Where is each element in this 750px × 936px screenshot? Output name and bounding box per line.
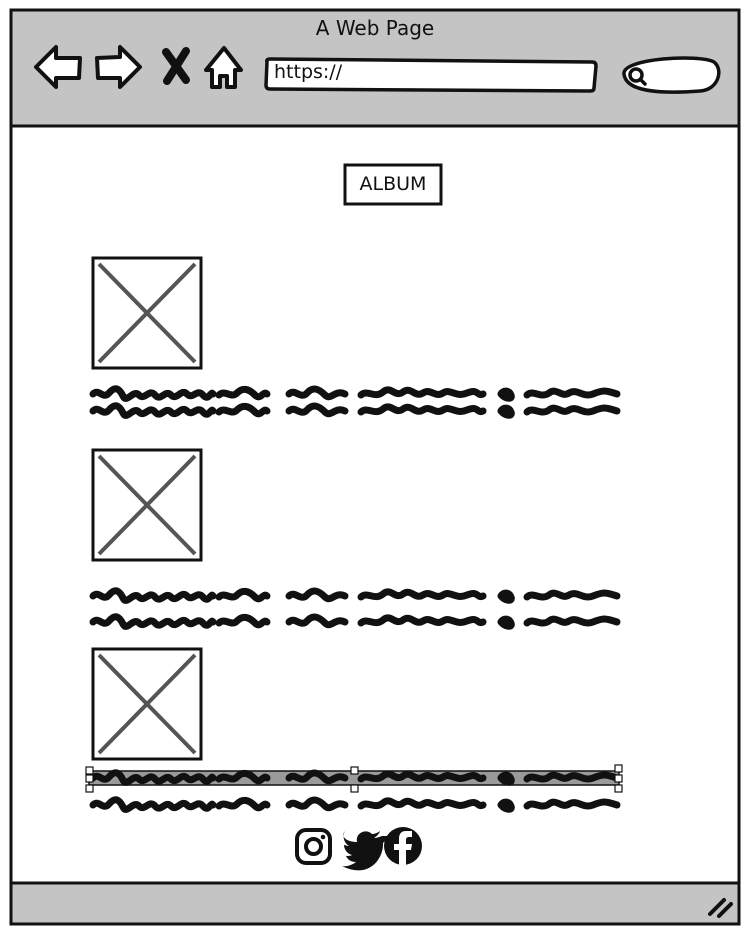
album-label[interactable]: ALBUM [359,173,427,195]
selection-handle[interactable] [350,784,359,793]
forward-arrow-icon[interactable] [95,45,142,89]
url-input[interactable]: https:// [274,61,343,83]
status-bar [9,881,741,926]
selected-text-line[interactable] [85,764,623,793]
selection-handle[interactable] [85,774,94,783]
image-placeholder [91,256,203,370]
selection-handle[interactable] [85,784,94,793]
home-icon[interactable] [204,46,243,89]
resize-grip-icon[interactable] [708,898,733,918]
image-placeholder [91,448,203,562]
close-x-icon[interactable] [162,47,190,85]
back-arrow-icon[interactable] [34,45,82,89]
image-placeholder [91,647,203,761]
search-box[interactable] [622,56,721,94]
url-bar[interactable] [264,57,598,93]
selection-handle[interactable] [614,764,623,773]
album-item-3 [85,647,623,809]
album-button[interactable] [343,163,443,206]
selection-handle[interactable] [350,766,359,775]
selection-handle[interactable] [85,766,94,775]
selection-handle[interactable] [614,784,623,793]
twitter-icon[interactable] [342,831,388,871]
browser-title: A Web Page [315,16,435,40]
facebook-icon[interactable] [384,827,422,865]
search-icon [628,67,647,86]
selection-handle[interactable] [614,774,623,783]
instagram-icon[interactable] [295,828,332,865]
